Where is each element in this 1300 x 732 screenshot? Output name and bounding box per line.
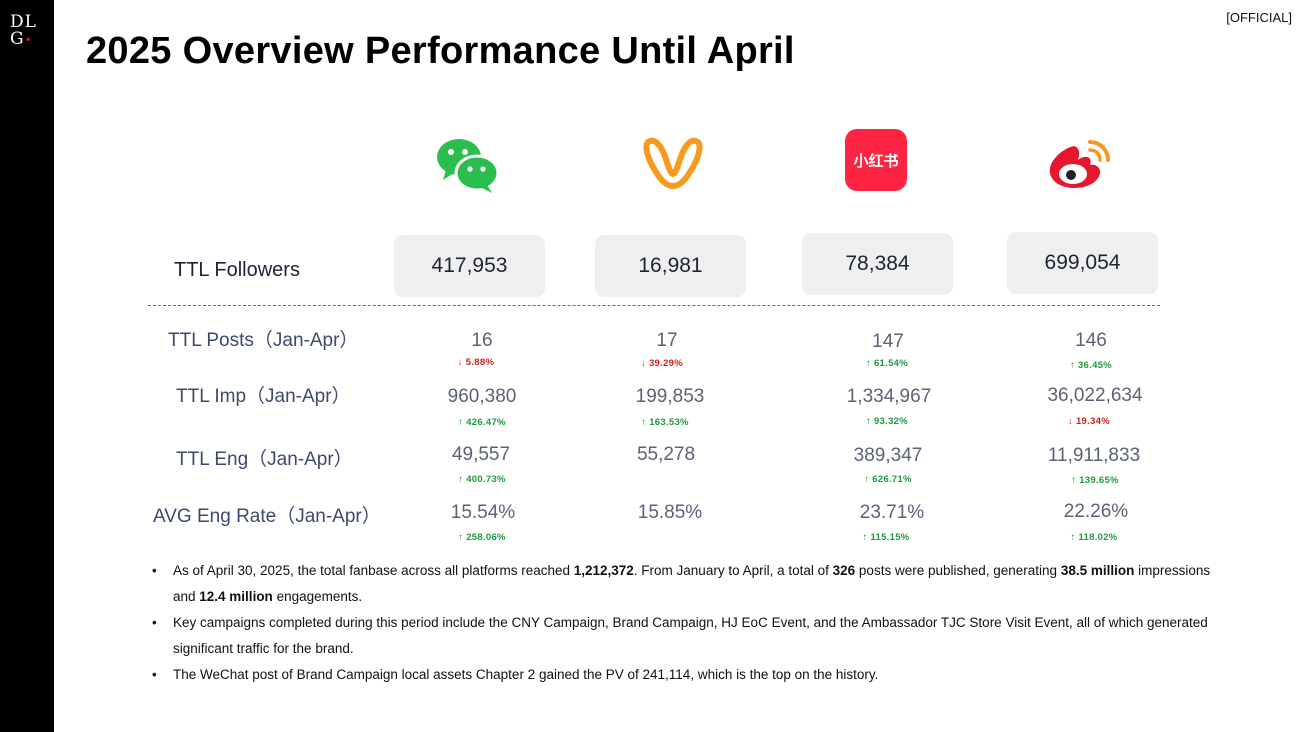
metric-change: ↑ 626.71% bbox=[864, 474, 912, 485]
metric-value: 1,334,967 bbox=[846, 386, 932, 407]
metric-value: 960,380 bbox=[447, 386, 517, 407]
metric-value: 146 bbox=[1075, 330, 1107, 351]
metric-value: 11,911,833 bbox=[1047, 445, 1141, 466]
metric-change: ↑ 426.47% bbox=[458, 417, 506, 428]
total-engagements: 12.4 million bbox=[199, 589, 273, 604]
metric-value: 16 bbox=[471, 330, 493, 351]
metric-value: 22.26% bbox=[1063, 501, 1129, 522]
metric-change: ↑ 61.54% bbox=[865, 358, 908, 369]
bullet-marker: • bbox=[152, 667, 157, 682]
followers-xiaohongshu: 78,384 bbox=[802, 233, 953, 295]
metric-change: ↑ 400.73% bbox=[458, 474, 506, 485]
metric-value: 36,022,634 bbox=[1047, 385, 1143, 406]
metric-label-eng: TTL Eng（Jan-Apr） bbox=[176, 449, 353, 470]
list-item: • The WeChat post of Brand Campaign loca… bbox=[152, 662, 1224, 688]
list-item: • Key campaigns completed during this pe… bbox=[152, 610, 1224, 662]
bullet-marker: • bbox=[152, 615, 157, 630]
metric-change: ↓ 19.34% bbox=[1067, 416, 1110, 427]
divider-dashed bbox=[148, 305, 1160, 306]
bullet-text: As of April 30, 2025, the total fanbase … bbox=[173, 563, 1211, 604]
metric-value: 15.54% bbox=[450, 502, 516, 523]
weibo-icon bbox=[1046, 134, 1114, 192]
metric-change: ↑ 139.65% bbox=[1071, 475, 1119, 486]
total-impressions: 38.5 million bbox=[1060, 563, 1135, 578]
classification-tag: [OFFICIAL] bbox=[1226, 10, 1292, 25]
metric-change: ↑ 93.32% bbox=[865, 416, 908, 427]
bullet-marker: • bbox=[152, 563, 157, 578]
metric-value: 55,278 bbox=[636, 444, 696, 465]
metric-value: 49,557 bbox=[451, 444, 511, 465]
metric-change: ↑ 115.15% bbox=[862, 532, 910, 543]
brand-logo: DL G• bbox=[10, 14, 37, 49]
followers-weibo: 699,054 bbox=[1007, 232, 1158, 294]
brand-sidebar: DL G• bbox=[0, 0, 54, 732]
metric-change: ↑ 163.53% bbox=[641, 417, 689, 428]
metric-change: ↓ 5.88% bbox=[457, 357, 495, 368]
metric-value: 17 bbox=[656, 330, 678, 351]
metric-change: ↑ 258.06% bbox=[458, 532, 506, 543]
metric-value: 199,853 bbox=[635, 386, 705, 407]
wechat-icon bbox=[434, 130, 500, 196]
followers-channels: 16,981 bbox=[595, 235, 746, 297]
total-posts: 326 bbox=[832, 563, 856, 578]
metric-value: 23.71% bbox=[859, 502, 925, 523]
metric-value: 389,347 bbox=[853, 445, 923, 466]
channels-icon bbox=[640, 130, 706, 196]
metric-value: 147 bbox=[872, 331, 904, 352]
bullet-text: Key campaigns completed during this peri… bbox=[173, 615, 1208, 656]
followers-label: TTL Followers bbox=[174, 259, 300, 281]
metric-change: ↑ 36.45% bbox=[1069, 360, 1112, 371]
metric-value: 15.85% bbox=[637, 502, 703, 523]
total-fans: 1,212,372 bbox=[573, 563, 634, 578]
page-title: 2025 Overview Performance Until April bbox=[86, 30, 795, 72]
xiaohongshu-icon: 小红书 bbox=[845, 129, 907, 191]
metric-label-eng-rate: AVG Eng Rate（Jan-Apr） bbox=[153, 506, 381, 527]
xhs-icon-text: 小红书 bbox=[853, 152, 898, 170]
metric-label-imp: TTL Imp（Jan-Apr） bbox=[176, 386, 351, 407]
logo-top: DL bbox=[10, 12, 37, 32]
logo-dot: • bbox=[24, 33, 33, 47]
list-item: • As of April 30, 2025, the total fanbas… bbox=[152, 558, 1224, 610]
metric-change: ↑ 118.02% bbox=[1070, 532, 1118, 543]
bullet-text: The WeChat post of Brand Campaign local … bbox=[173, 667, 879, 682]
logo-bottom: G bbox=[10, 29, 25, 49]
summary-notes: • As of April 30, 2025, the total fanbas… bbox=[152, 558, 1224, 688]
metric-change: ↓ 39.29% bbox=[640, 358, 683, 369]
metric-label-posts: TTL Posts（Jan-Apr） bbox=[168, 330, 359, 351]
followers-wechat: 417,953 bbox=[394, 235, 545, 297]
